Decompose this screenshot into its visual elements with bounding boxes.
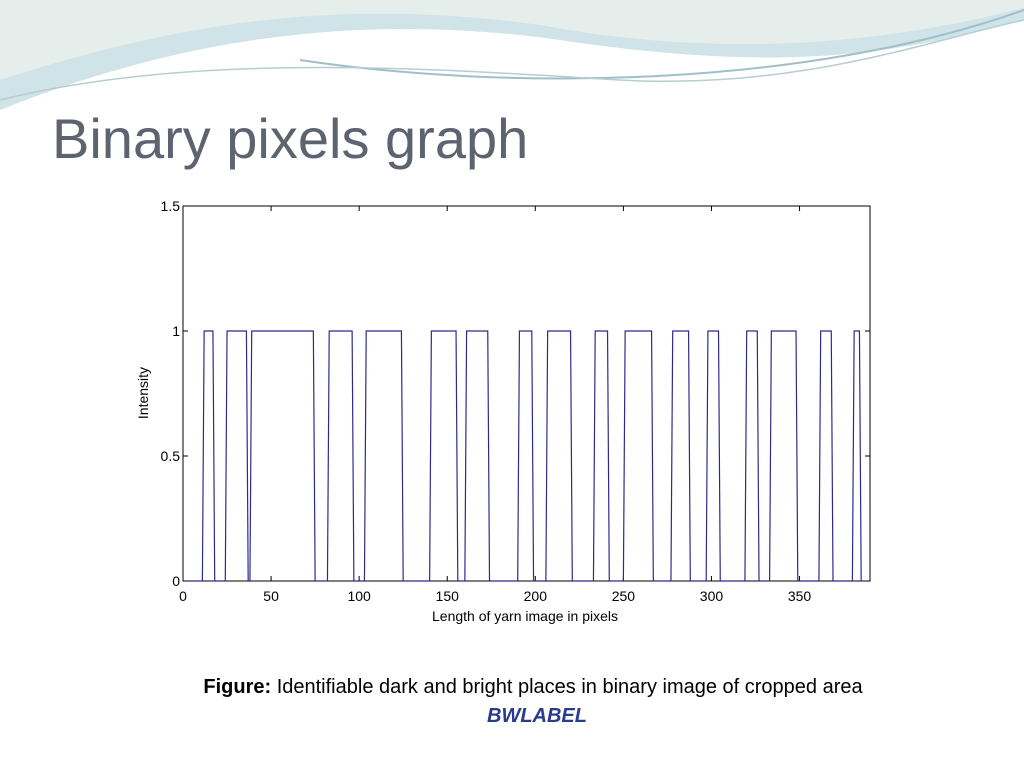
caption: Figure: Identifiable dark and bright pla… (203, 676, 863, 698)
wave-line (299, 9, 1024, 80)
plot-frame (182, 205, 871, 582)
slide-title: Binary pixels graph (52, 107, 528, 170)
wave-decoration (0, 0, 1024, 80)
wave-line (0, 19, 1024, 101)
x-tick-label: 100 (347, 588, 371, 604)
caption-sub: BWLABEL (487, 705, 587, 727)
chart: 0 50 100 150 200 250 300 350 0 0.5 1 1.5 (161, 198, 870, 604)
x-axis-label: Length of yarn image in pixels (432, 608, 618, 624)
x-tick-label: 150 (436, 588, 460, 604)
y-tick-label: 1.5 (161, 198, 181, 214)
chart-background (68, 170, 952, 630)
y-tick-label: 1 (172, 323, 180, 339)
caption-label: Figure: (203, 676, 271, 698)
caption-text: Identifiable dark and bright places in b… (277, 676, 864, 698)
x-tick-label: 350 (788, 588, 812, 604)
x-tick-label: 300 (700, 588, 724, 604)
x-tick-label: 50 (263, 588, 279, 604)
x-tick-label: 250 (612, 588, 636, 604)
data-line (184, 330, 869, 582)
y-tick-label: 0 (172, 573, 180, 589)
x-tick-label: 200 (524, 588, 548, 604)
y-axis-label: Intensity (135, 367, 151, 419)
x-tick-label: 0 (179, 588, 187, 604)
y-tick-label: 0.5 (161, 448, 181, 464)
